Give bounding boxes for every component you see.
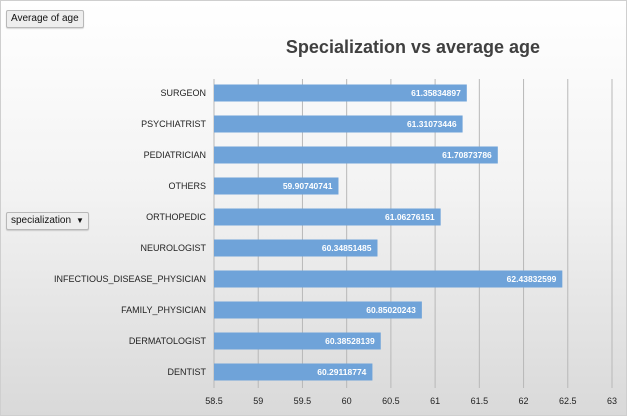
x-tick-label: 59.5 [294, 396, 312, 406]
data-label: 61.31073446 [407, 119, 457, 129]
axis-field-button[interactable]: specialization ▼ [6, 212, 89, 230]
data-label: 60.38528139 [325, 336, 375, 346]
bar[interactable] [214, 208, 441, 226]
x-tick-label: 60 [342, 396, 352, 406]
bar[interactable] [214, 363, 373, 381]
category-label: INFECTIOUS_DISEASE_PHYSICIAN [54, 274, 206, 284]
x-tick-label: 61 [430, 396, 440, 406]
data-label: 61.35834897 [411, 88, 461, 98]
category-label: ORTHOPEDIC [146, 212, 206, 222]
x-tick-label: 58.5 [205, 396, 223, 406]
x-tick-label: 62 [519, 396, 529, 406]
x-tick-label: 63 [607, 396, 617, 406]
x-tick-label: 61.5 [471, 396, 489, 406]
bar[interactable] [214, 115, 463, 133]
data-label: 61.06276151 [385, 212, 435, 222]
chart-title: Specialization vs average age [285, 37, 541, 57]
x-tick-label: 59 [253, 396, 263, 406]
x-tick-label: 62.5 [559, 396, 577, 406]
bar[interactable] [214, 332, 381, 350]
bar[interactable] [214, 239, 378, 257]
category-label: PEDIATRICIAN [144, 150, 206, 160]
category-label: PSYCHIATRIST [141, 119, 206, 129]
category-label: NEUROLOGIST [140, 243, 206, 253]
bar[interactable] [214, 84, 467, 102]
data-label: 60.34851485 [322, 243, 372, 253]
category-label: DERMATOLOGIST [129, 336, 207, 346]
data-label: 59.90740741 [283, 181, 333, 191]
value-field-button[interactable]: Average of age [6, 10, 84, 28]
data-label: 62.43832599 [507, 274, 557, 284]
x-tick-label: 60.5 [382, 396, 400, 406]
value-field-label: Average of age [11, 13, 79, 24]
category-label: FAMILY_PHYSICIAN [121, 305, 206, 315]
data-label: 60.85020243 [366, 305, 416, 315]
category-label: OTHERS [168, 181, 206, 191]
bar[interactable] [214, 270, 563, 288]
category-label: SURGEON [160, 88, 206, 98]
data-label: 61.70873786 [442, 150, 492, 160]
axis-field-label: specialization [11, 215, 72, 226]
bar[interactable] [214, 301, 422, 319]
category-label: DENTIST [167, 367, 206, 377]
data-label: 60.29118774 [317, 367, 366, 377]
dropdown-arrow-icon[interactable]: ▼ [76, 216, 84, 225]
bar[interactable] [214, 177, 339, 195]
bar[interactable] [214, 146, 498, 164]
